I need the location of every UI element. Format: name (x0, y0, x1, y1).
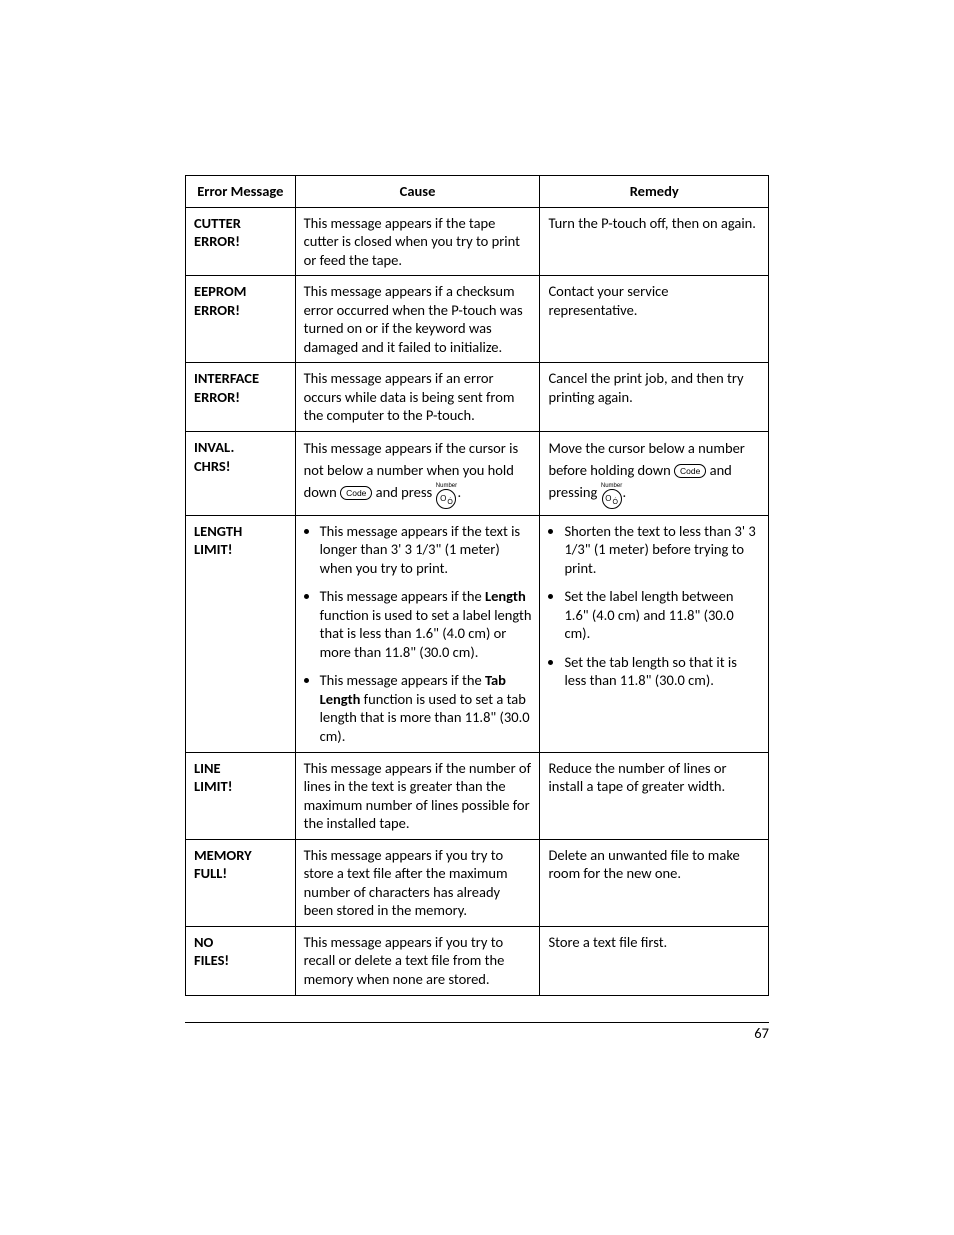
error-line1: MEMORY (194, 846, 252, 864)
cell-cause: This message appears if the cursor is no… (295, 432, 540, 516)
error-line2: LIMIT! (194, 540, 232, 558)
cell-error-message: INTERFACE ERROR! (186, 363, 296, 432)
cell-remedy: Reduce the number of lines or install a … (540, 752, 769, 839)
cell-error-message: NO FILES! (186, 926, 296, 995)
list-item: Shorten the text to less than 3' 3 1/3" … (564, 522, 760, 578)
table-row: INTERFACE ERROR! This message appears if… (186, 363, 769, 432)
cell-cause: This message appears if you try to recal… (295, 926, 540, 995)
cell-cause: This message appears if a checksum error… (295, 276, 540, 363)
error-line1: INTERFACE (194, 369, 259, 387)
error-table: Error Message Cause Remedy CUTTER ERROR!… (185, 175, 769, 996)
cause-text-mid: and press (372, 483, 435, 501)
cause-list: This message appears if the text is long… (304, 522, 532, 746)
error-line1: LINE (194, 759, 221, 777)
period: . (623, 483, 627, 501)
error-line2: ERROR! (194, 301, 240, 319)
number-key-icon: NumberOÓ (436, 489, 456, 509)
cell-remedy: Move the cursor below a number before ho… (540, 432, 769, 516)
error-line1: EEPROM (194, 282, 246, 300)
cell-remedy: Store a text file first. (540, 926, 769, 995)
page-number: 67 (185, 1026, 769, 1041)
cell-remedy: Contact your service representative. (540, 276, 769, 363)
list-item: Set the tab length so that it is less th… (564, 653, 760, 690)
error-line1: CUTTER (194, 214, 241, 232)
cause-li3-a: This message appears if the (320, 671, 485, 689)
error-line2: ERROR! (194, 388, 240, 406)
cell-cause: This message appears if the tape cutter … (295, 207, 540, 276)
cell-error-message: INVAL. CHRS! (186, 432, 296, 516)
cell-cause: This message appears if an error occurs … (295, 363, 540, 432)
table-row: MEMORY FULL! This message appears if you… (186, 839, 769, 926)
code-key-icon: Code (674, 464, 706, 478)
cell-remedy: Cancel the print job, and then try print… (540, 363, 769, 432)
code-key-icon: Code (340, 486, 372, 500)
cell-error-message: LENGTH LIMIT! (186, 515, 296, 752)
error-line2: FILES! (194, 951, 229, 969)
document-page: Error Message Cause Remedy CUTTER ERROR!… (0, 0, 954, 1235)
cell-error-message: LINE LIMIT! (186, 752, 296, 839)
list-item: This message appears if the Tab Length f… (320, 671, 532, 745)
page-footer: 67 (185, 1022, 769, 1041)
error-line2: LIMIT! (194, 777, 232, 795)
number-key-main: O (605, 495, 611, 503)
table-row: NO FILES! This message appears if you tr… (186, 926, 769, 995)
cause-li2-bold: Length (485, 587, 526, 605)
table-row: LINE LIMIT! This message appears if the … (186, 752, 769, 839)
error-line1: INVAL. (194, 438, 234, 456)
list-item: Set the label length between 1.6" (4.0 c… (564, 587, 760, 643)
header-error-message: Error Message (186, 176, 296, 208)
table-header-row: Error Message Cause Remedy (186, 176, 769, 208)
remedy-list: Shorten the text to less than 3' 3 1/3" … (548, 522, 760, 690)
cell-remedy: Delete an unwanted file to make room for… (540, 839, 769, 926)
table-row: CUTTER ERROR! This message appears if th… (186, 207, 769, 276)
error-line1: LENGTH (194, 522, 242, 540)
cell-remedy: Turn the P-touch off, then on again. (540, 207, 769, 276)
cell-cause: This message appears if you try to store… (295, 839, 540, 926)
list-item: This message appears if the Length funct… (320, 587, 532, 661)
list-item: This message appears if the text is long… (320, 522, 532, 578)
error-line1: NO (194, 933, 213, 951)
number-key-main: O (440, 495, 446, 503)
number-key-sub: Ó (447, 499, 452, 506)
header-remedy: Remedy (540, 176, 769, 208)
header-cause: Cause (295, 176, 540, 208)
period: . (457, 483, 461, 501)
number-key-super: Number (436, 482, 457, 491)
cell-error-message: MEMORY FULL! (186, 839, 296, 926)
number-key-icon: NumberOÓ (602, 489, 622, 509)
cause-li2-b: function is used to set a label length t… (320, 606, 532, 661)
cell-cause: This message appears if the number of li… (295, 752, 540, 839)
cell-error-message: EEPROM ERROR! (186, 276, 296, 363)
table-row: EEPROM ERROR! This message appears if a … (186, 276, 769, 363)
cause-li2-a: This message appears if the (320, 587, 485, 605)
cell-error-message: CUTTER ERROR! (186, 207, 296, 276)
number-key-super: Number (601, 482, 622, 491)
table-row: INVAL. CHRS! This message appears if the… (186, 432, 769, 516)
footer-rule (185, 1022, 769, 1023)
error-line2: FULL! (194, 864, 227, 882)
cell-remedy: Shorten the text to less than 3' 3 1/3" … (540, 515, 769, 752)
error-line2: CHRS! (194, 457, 230, 475)
number-key-sub: Ó (612, 499, 617, 506)
cell-cause: This message appears if the text is long… (295, 515, 540, 752)
table-row: LENGTH LIMIT! This message appears if th… (186, 515, 769, 752)
error-line2: ERROR! (194, 232, 240, 250)
